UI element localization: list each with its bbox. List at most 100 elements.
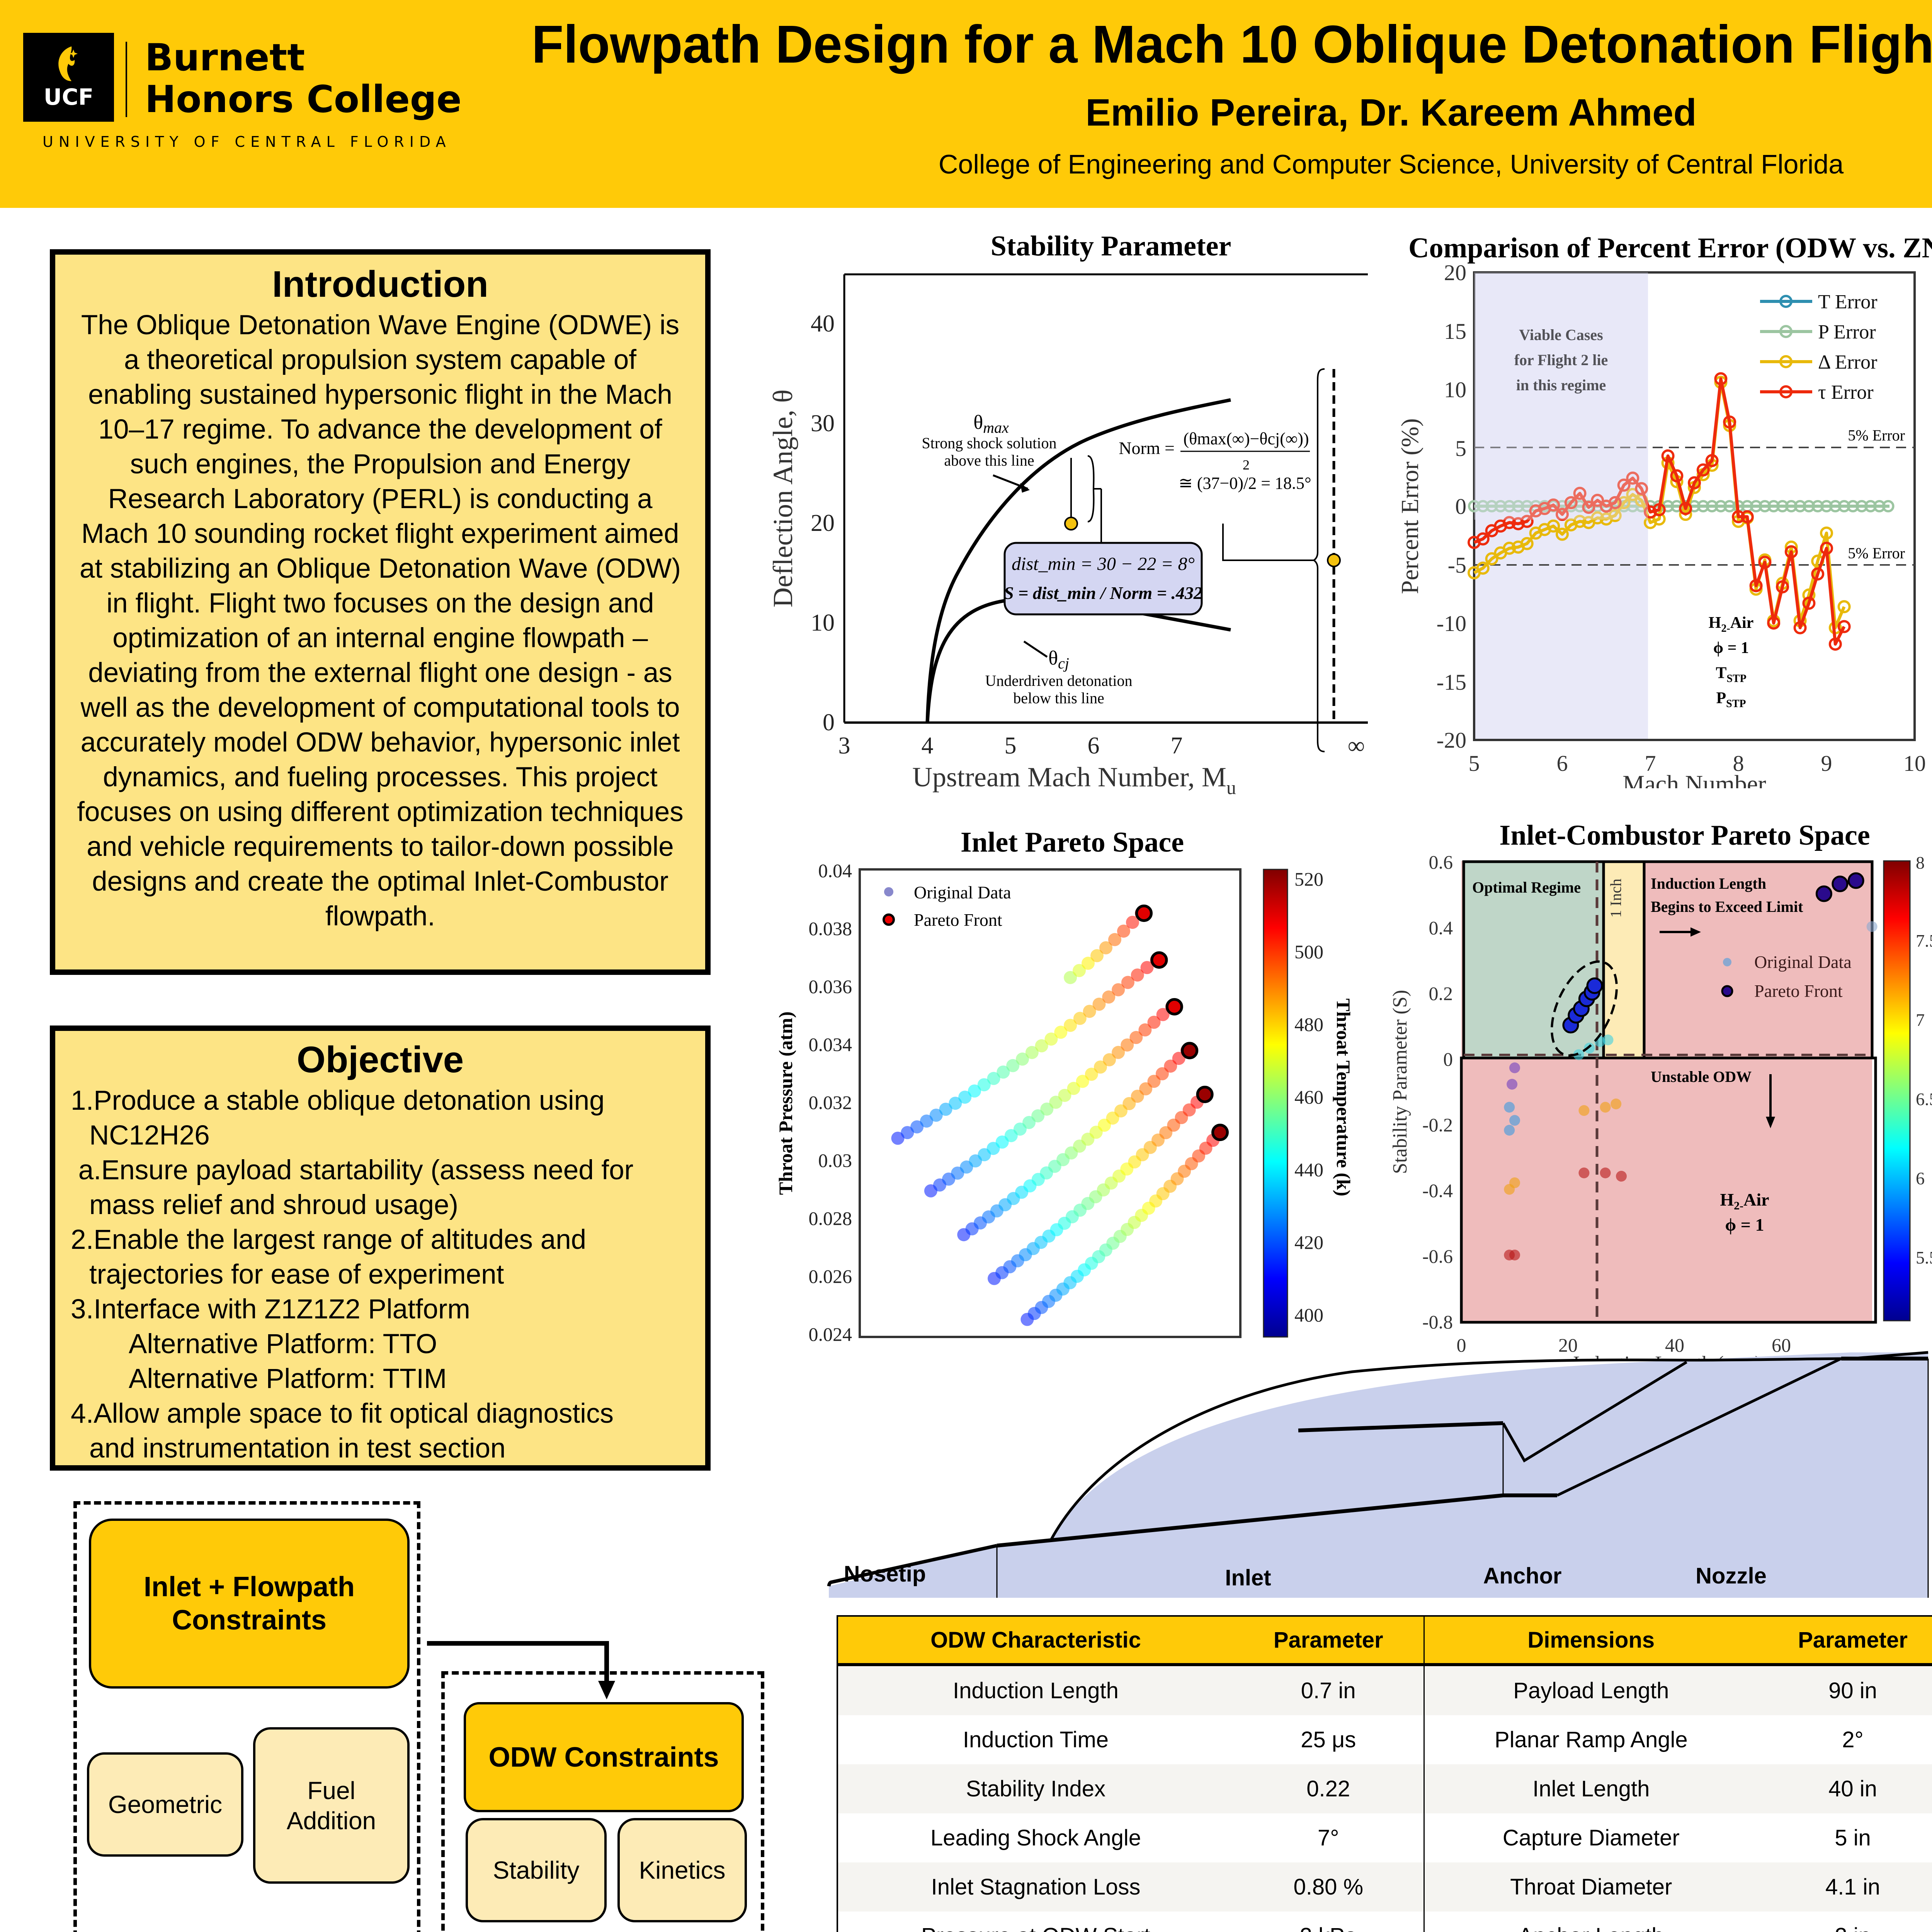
table-cell: 4.1 in [1758,1862,1932,1912]
table-cell: 90 in [1758,1665,1932,1715]
ucf-mark: UCF [43,84,94,110]
svg-text:0.036: 0.036 [809,976,852,997]
svg-text:440: 440 [1294,1159,1323,1180]
svg-text:480: 480 [1294,1014,1323,1035]
pegasus-icon [58,46,78,81]
table-cell: 25 μs [1233,1715,1425,1764]
table-cell: 40 in [1758,1764,1932,1813]
table-cell: Leading Shock Angle [837,1813,1233,1862]
table-cell: Inlet Stagnation Loss [837,1862,1233,1912]
svg-text:Optimal Regime: Optimal Regime [1472,879,1581,896]
svg-text:7: 7 [1645,751,1656,776]
table-row: Induction Time 25 μs Planar Ramp Angle 2° [837,1715,1932,1764]
table-cell: 0.80 % [1233,1862,1425,1912]
inlet-pareto-chart-title: Inlet Pareto Space [960,827,1184,858]
svg-text:8: 8 [1733,751,1744,776]
segment-label-nozzle: Nozzle [1696,1563,1767,1588]
svg-text:0: 0 [1457,1334,1466,1356]
svg-text:below this line: below this line [1013,689,1104,707]
arrow-down-icon [598,1681,615,1699]
ic-pareto-chart-title: Inlet-Combustor Pareto Space [1499,820,1870,851]
svg-text:0.04: 0.04 [818,862,852,881]
svg-text:500: 500 [1294,941,1323,963]
svg-text:5: 5 [1455,436,1466,461]
percent-error-chart-title: Comparison of Percent Error (ODW vs. ZND… [1408,232,1932,264]
objective-line: trajectories for ease of experiment [89,1259,504,1290]
svg-text:7: 7 [1916,1010,1925,1030]
svg-text:Pareto Front: Pareto Front [1754,981,1843,1001]
flowpath-diagram [827,1351,1929,1598]
svg-text:4: 4 [922,733,934,759]
svg-text:0.03: 0.03 [818,1150,852,1171]
svg-text:for Flight 2 lie: for Flight 2 lie [1514,351,1608,369]
svg-text:∞: ∞ [1348,733,1365,759]
svg-text:15: 15 [1444,319,1466,344]
svg-text:ϕ = 1: ϕ = 1 [1725,1215,1764,1235]
svg-text:Deflection Angle, θ: Deflection Angle, θ [767,389,798,607]
table-cell: Throat Diameter [1424,1862,1758,1912]
svg-text:40: 40 [1665,1334,1684,1356]
university-name: UNIVERSITY OF CENTRAL FLORIDA [43,133,451,150]
svg-text:H2-Air: H2-Air [1709,614,1754,634]
svg-text:0.6: 0.6 [1429,851,1453,873]
table-cell: Capture Diameter [1424,1813,1758,1862]
table-cell: Planar Ramp Angle [1424,1715,1758,1764]
ucf-logo: UCF [23,33,114,122]
svg-text:Viable Cases: Viable Cases [1519,326,1603,344]
svg-text:-10: -10 [1437,611,1466,636]
introduction-heading: Introduction [272,264,488,305]
segment-label-inlet: Inlet [1225,1565,1271,1590]
odw-constraints-box: ODW Constraints [464,1702,744,1812]
table-cell: 2 in [1758,1912,1932,1932]
svg-text:Mach Number: Mach Number [1622,770,1766,788]
objective-line: a.Ensure payload startability (assess ne… [71,1155,634,1185]
svg-text:20: 20 [1558,1334,1578,1356]
svg-text:2: 2 [1243,457,1250,473]
svg-text:420: 420 [1294,1231,1323,1253]
svg-text:τ Error: τ Error [1818,381,1874,403]
svg-text:Upstream Mach Number, Mu: Upstream Mach Number, Mu [912,762,1236,798]
table-cell: Induction Time [837,1715,1233,1764]
col-parameter: Parameter [1758,1616,1932,1666]
col-parameter: Parameter [1233,1616,1425,1666]
svg-text:TSTP: TSTP [1716,664,1746,685]
svg-text:Strong shock solution: Strong shock solution [922,434,1057,452]
objective-line: 3.Interface with Z1Z1Z2 Platform [71,1294,470,1325]
svg-text:-5: -5 [1448,553,1466,578]
svg-text:5: 5 [1469,751,1480,776]
inlet-flowpath-constraints-box: Inlet + Flowpath Constraints [89,1519,410,1689]
svg-text:-0.8: -0.8 [1422,1311,1453,1333]
authors: Emilio Pereira, Dr. Kareem Ahmed [1085,91,1697,134]
table-cell: 2 kPa [1233,1912,1425,1932]
svg-text:Norm =: Norm = [1119,438,1175,458]
segment-label-nosetip: Nosetip [844,1561,926,1587]
table-cell: Pressure at ODW Start [837,1912,1233,1932]
svg-text:60: 60 [1772,1334,1791,1356]
svg-text:Throat Pressure (atm): Throat Pressure (atm) [775,1012,796,1195]
table-row: Stability Index 0.22 Inlet Length 40 in [837,1764,1932,1813]
svg-text:5: 5 [1005,733,1017,759]
svg-text:0.032: 0.032 [809,1092,852,1113]
table-row: Pressure at ODW Start2 kPaAnchor Length2… [837,1912,1932,1932]
college-name-line1: Burnett [145,36,305,79]
objective-heading: Objective [296,1039,464,1080]
svg-text:Original Data: Original Data [1754,952,1852,972]
table-row: Inlet Stagnation Loss 0.80 % Throat Diamet… [837,1862,1932,1912]
objective-line: Alternative Platform: TTIM [129,1364,447,1394]
svg-text:Percent Error (%): Percent Error (%) [1396,418,1423,594]
svg-text:10: 10 [1444,377,1466,402]
geometric-box: Geometric [87,1752,243,1857]
svg-text:0.4: 0.4 [1429,917,1453,939]
svg-text:20: 20 [1444,263,1466,285]
svg-text:520: 520 [1294,868,1323,890]
svg-text:Pareto Front: Pareto Front [914,910,1002,930]
svg-text:Stability Parameter (S): Stability Parameter (S) [1389,990,1411,1174]
table-cell: 2° [1758,1715,1932,1764]
svg-text:6: 6 [1557,751,1568,776]
table-cell: 0.7 in [1233,1665,1425,1715]
col-dimensions: Dimensions [1424,1616,1758,1666]
svg-text:0.038: 0.038 [809,918,852,939]
svg-text:6: 6 [1088,733,1100,759]
svg-text:S = dist_min / Norm = .432: S = dist_min / Norm = .432 [1004,583,1202,603]
